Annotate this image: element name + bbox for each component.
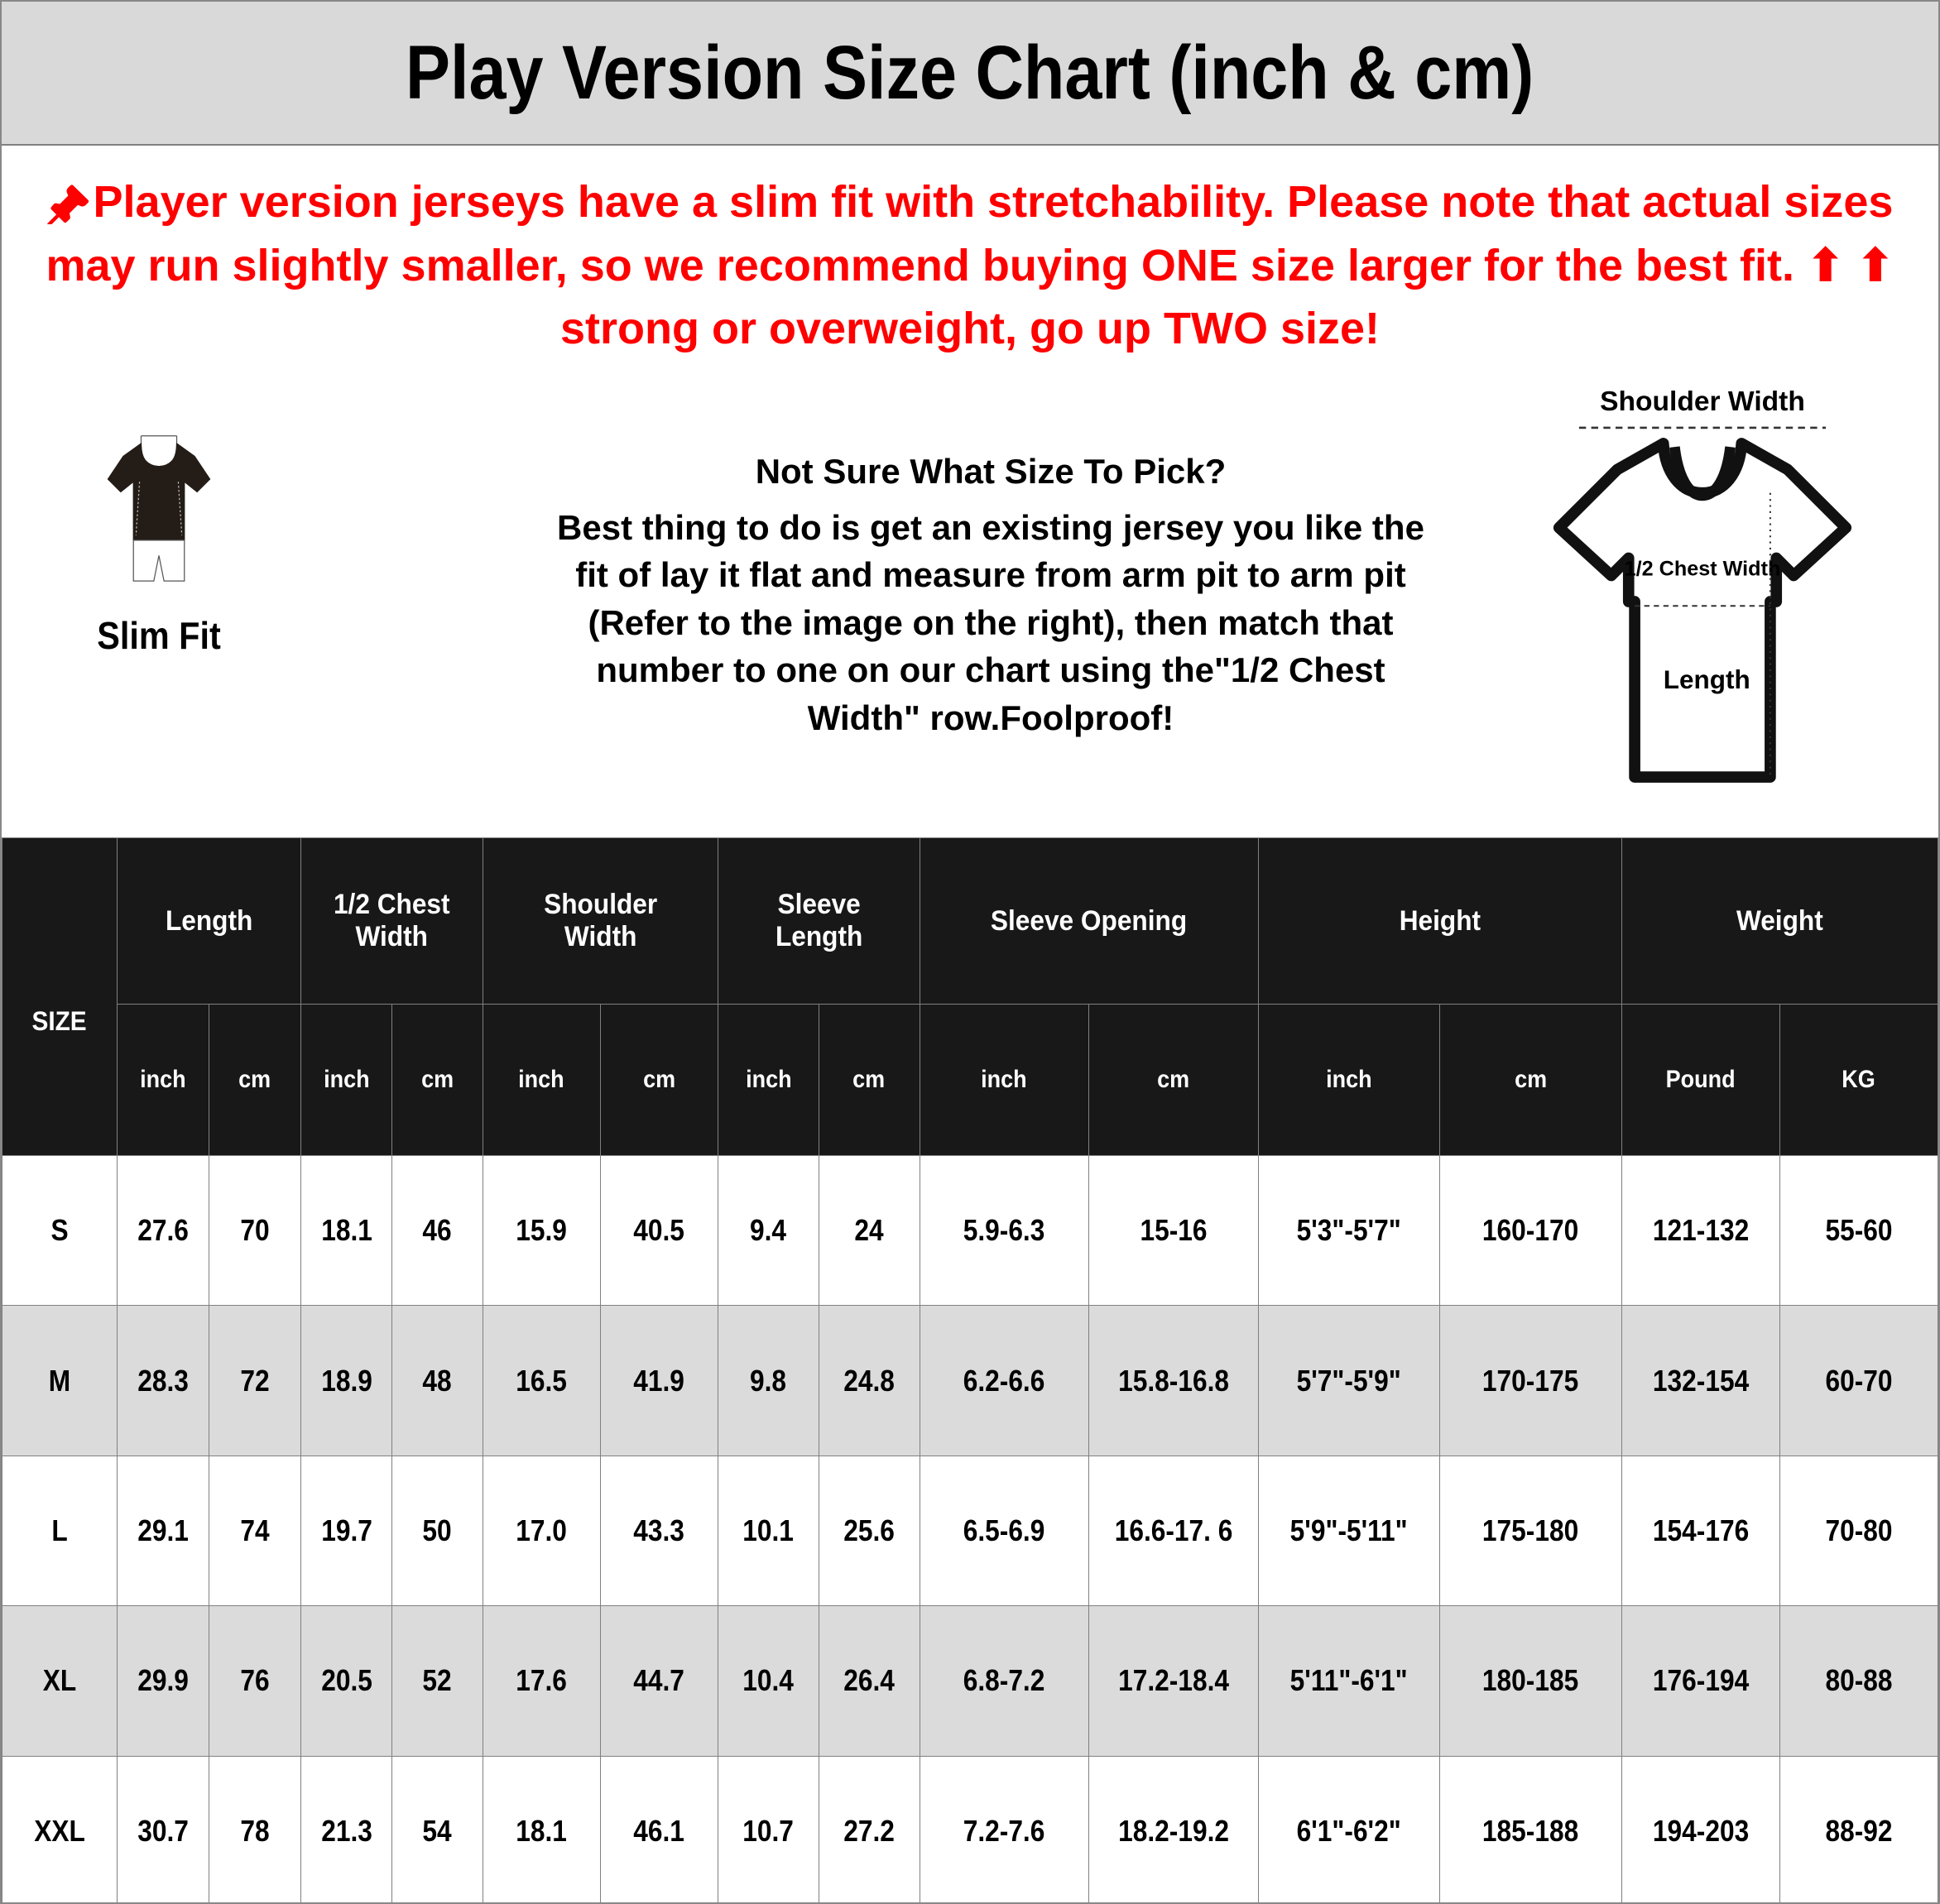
- svg-text:Length: Length: [1664, 664, 1750, 694]
- svg-text:1/2 Chest Width: 1/2 Chest Width: [1625, 558, 1781, 581]
- svg-text:Shoulder Width: Shoulder Width: [1600, 386, 1805, 417]
